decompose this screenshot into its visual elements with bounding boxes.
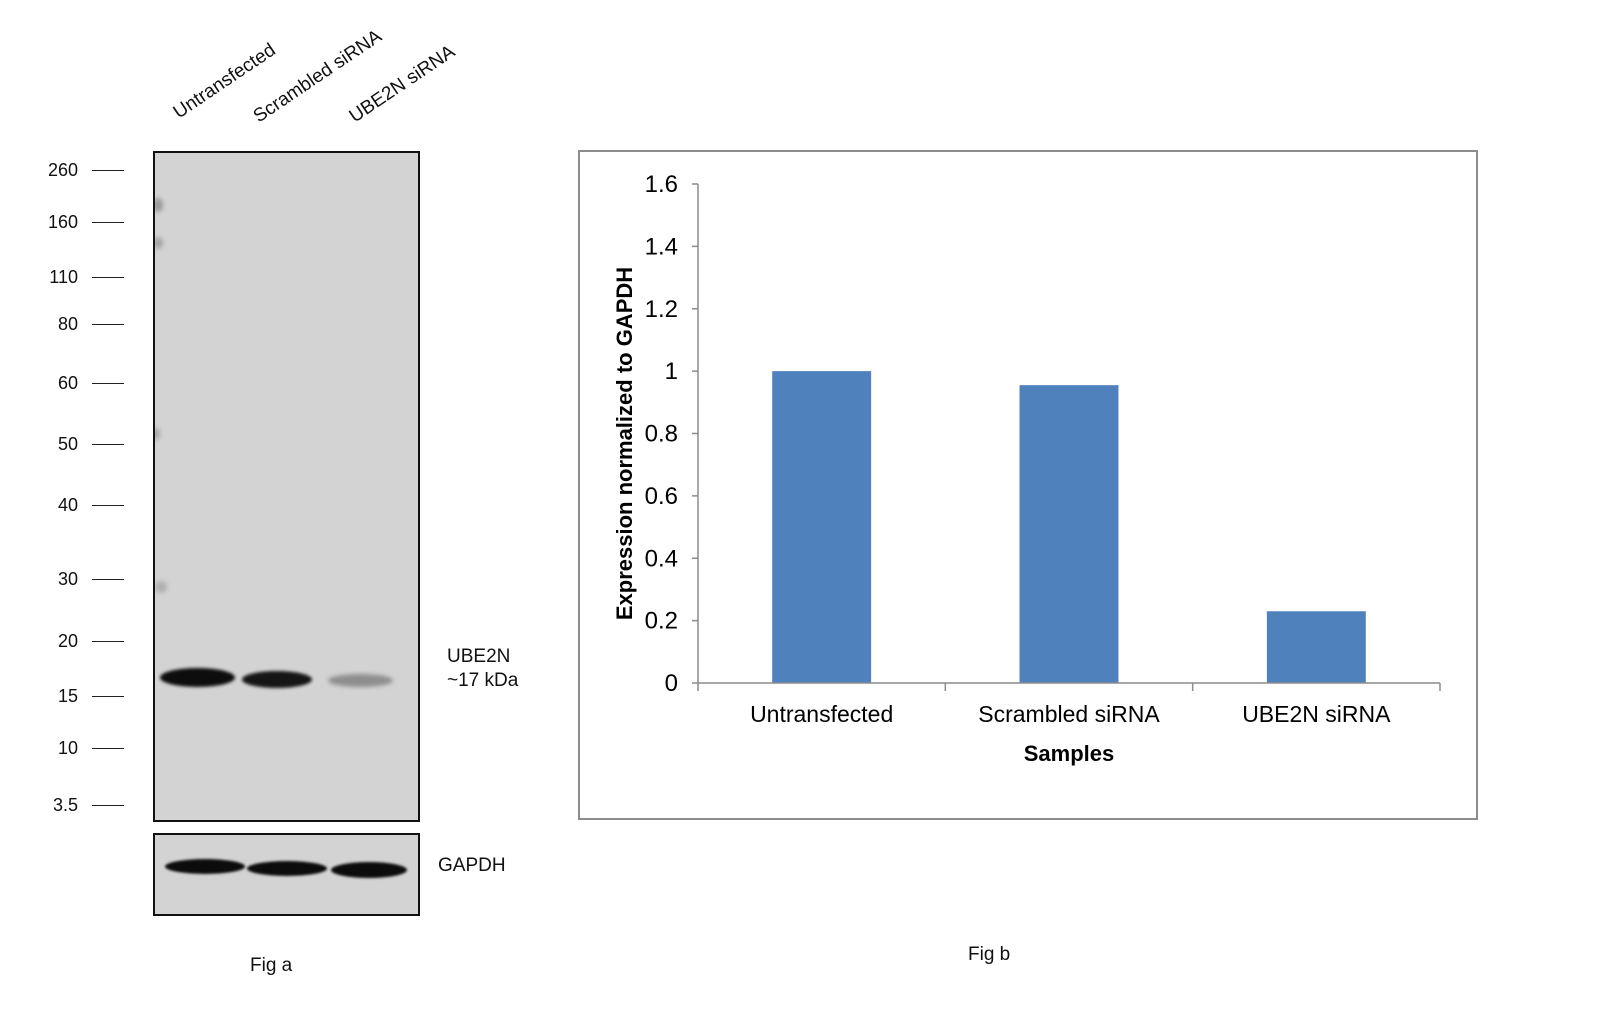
mw-marker-tick — [92, 805, 124, 806]
y-tick-label: 1.4 — [645, 233, 678, 260]
mw-marker: 3.5 — [0, 795, 130, 815]
y-tick-label: 0 — [665, 670, 678, 697]
bar-ube2n-sirna — [1266, 611, 1366, 683]
mw-marker-tick — [92, 277, 124, 278]
mw-marker-label: 10 — [57, 738, 78, 758]
mw-marker-label: 50 — [57, 434, 78, 454]
loading-control-label: GAPDH — [438, 855, 506, 876]
blot-membrane-gapdh — [153, 833, 420, 916]
mw-marker-label: 30 — [57, 569, 78, 589]
x-tick-label: UBE2N siRNA — [1242, 701, 1391, 727]
mw-marker: 110 — [0, 267, 130, 287]
mw-marker: 260 — [0, 160, 130, 180]
blot-membrane-ube2n — [153, 151, 420, 822]
ube2n-band-lane-1 — [160, 668, 235, 687]
x-axis-ticks: Untransfected Scrambled siRNA UBE2N siRNA — [697, 683, 1441, 727]
y-tick-label: 0.2 — [645, 608, 678, 635]
gapdh-band-lane-3 — [331, 862, 407, 878]
mw-marker-tick — [92, 444, 124, 445]
mw-marker: 15 — [0, 686, 130, 706]
mw-marker: 30 — [0, 569, 130, 589]
x-tick-label: Scrambled siRNA — [978, 701, 1160, 727]
mw-marker: 10 — [0, 738, 130, 758]
bar-scrambled-sirna — [1019, 385, 1119, 683]
mw-marker: 50 — [0, 434, 130, 454]
mw-marker-label: 60 — [57, 373, 78, 393]
mw-marker-label: 20 — [57, 631, 78, 651]
ube2n-band-lane-3 — [328, 674, 393, 687]
mw-marker-tick — [92, 696, 124, 697]
x-tick-label: Untransfected — [750, 701, 893, 727]
mw-marker-label: 40 — [57, 495, 78, 515]
target-protein-label: UBE2N ~17 kDa — [447, 645, 518, 693]
bar-chart-panel: 0 0.2 0.4 0.6 0.8 1 1.2 1.4 1.6 Untransfected Scr… — [578, 150, 1478, 820]
mw-marker: 40 — [0, 495, 130, 515]
figure-a-caption: Fig a — [250, 955, 293, 976]
y-axis-title: Expression normalized to GAPDH — [612, 267, 637, 620]
mw-marker-label: 15 — [57, 686, 78, 706]
mw-marker: 60 — [0, 373, 130, 393]
mw-marker-tick — [92, 383, 124, 384]
bars — [772, 371, 1366, 683]
mw-marker: 80 — [0, 314, 130, 334]
mw-marker: 20 — [0, 631, 130, 651]
bar-chart: 0 0.2 0.4 0.6 0.8 1 1.2 1.4 1.6 Untransfected Scr… — [612, 171, 1441, 766]
x-axis-title: Samples — [1024, 741, 1115, 766]
y-tick-label: 1.2 — [645, 296, 678, 323]
mw-marker-tick — [92, 170, 124, 171]
mw-marker-label: 110 — [49, 267, 78, 287]
mw-marker-tick — [92, 222, 124, 223]
ube2n-band-lane-2 — [242, 671, 312, 688]
ladder-smudge — [155, 428, 160, 440]
ladder-smudge — [155, 198, 163, 212]
bar-untransfected — [772, 371, 872, 683]
mw-marker-label: 260 — [47, 160, 78, 180]
y-tick-label: 1.6 — [645, 171, 678, 198]
target-protein-name: UBE2N — [447, 646, 511, 667]
mw-marker-label: 160 — [47, 212, 78, 232]
figure-b-caption: Fig b — [968, 944, 1011, 965]
mw-marker-tick — [92, 748, 124, 749]
mw-marker-tick — [92, 641, 124, 642]
mw-marker-label: 80 — [57, 314, 78, 334]
y-tick-label: 0.4 — [645, 545, 678, 572]
y-axis-ticks: 0 0.2 0.4 0.6 0.8 1 1.2 1.4 1.6 — [645, 171, 698, 697]
ladder-smudge — [155, 581, 167, 593]
mw-marker: 160 — [0, 212, 130, 232]
gapdh-band-lane-1 — [165, 859, 245, 874]
y-tick-label: 0.6 — [645, 483, 678, 510]
mw-marker-tick — [92, 505, 124, 506]
ladder-smudge — [155, 237, 163, 249]
mw-marker-label: 3.5 — [52, 795, 78, 815]
gapdh-band-lane-2 — [247, 861, 327, 876]
y-tick-label: 1 — [665, 358, 678, 385]
mw-marker-tick — [92, 324, 124, 325]
y-tick-label: 0.8 — [645, 421, 678, 448]
mw-marker-tick — [92, 579, 124, 580]
target-protein-size: ~17 kDa — [447, 670, 519, 691]
